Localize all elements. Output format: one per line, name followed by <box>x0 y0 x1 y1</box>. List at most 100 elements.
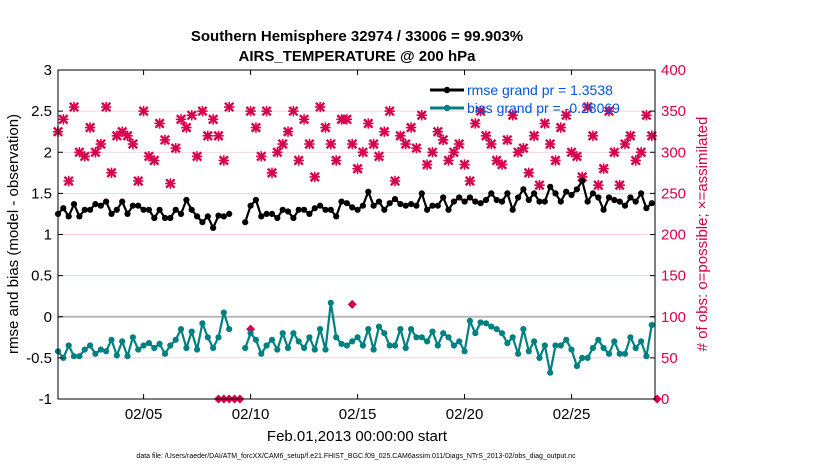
left-tick-label: 2 <box>44 144 52 161</box>
bias-data-point <box>391 342 399 349</box>
bias-data-point <box>413 334 420 341</box>
rmse-data-point <box>466 194 473 201</box>
rmse-data-point <box>284 208 292 215</box>
rmse-data-point <box>525 196 532 204</box>
obs-assimilated-marker <box>454 138 465 150</box>
obs-assimilated-marker <box>298 114 310 125</box>
bias-data-point <box>151 344 158 352</box>
bias-data-point <box>579 354 586 361</box>
bias-data-point <box>547 369 554 376</box>
bias-data-point <box>172 336 179 343</box>
bias-data-point <box>327 299 334 306</box>
obs-assimilated-marker <box>587 130 599 141</box>
rmse-data-point <box>188 206 195 213</box>
bias-data-point <box>279 330 286 337</box>
obs-assimilated-marker <box>250 122 262 133</box>
obs-assimilated-marker <box>443 155 454 166</box>
rmse-data-point <box>552 190 559 197</box>
obs-assimilated-marker <box>68 101 80 113</box>
rmse-data-point <box>210 224 217 231</box>
legend-rmse-marker <box>443 86 451 94</box>
obs-assimilated-marker <box>555 122 567 133</box>
obs-assimilated-marker <box>106 167 117 179</box>
legend-bias-marker <box>443 104 451 112</box>
bias-data-point <box>381 330 388 337</box>
rmse-data-point <box>135 202 142 209</box>
obs-assimilated-marker <box>282 126 294 137</box>
bias-data-point <box>119 338 126 345</box>
rmse-data-point <box>504 190 511 197</box>
rmse-data-point <box>349 204 356 211</box>
bias-data-point <box>552 342 559 349</box>
obs-assimilated-marker <box>149 155 160 166</box>
rmse-data-point <box>119 198 126 205</box>
bias-data-point <box>108 336 115 343</box>
obs-assimilated-marker <box>432 126 444 137</box>
bias-data-point <box>584 354 591 361</box>
bias-data-point <box>557 342 564 349</box>
bias-data-point <box>386 342 393 349</box>
rmse-data-point <box>621 202 629 209</box>
rmse-data-point <box>498 198 506 205</box>
bias-data-point <box>60 354 67 361</box>
obs-assimilated-marker <box>277 138 288 150</box>
rmse-data-point <box>183 196 190 204</box>
bias-data-point <box>488 323 495 330</box>
rmse-data-point <box>600 206 607 213</box>
rmse-data-point <box>488 190 495 197</box>
obs-assimilated-marker <box>95 138 106 150</box>
rmse-data-point <box>541 198 548 205</box>
rmse-data-point <box>589 190 597 197</box>
bias-data-point <box>632 344 639 352</box>
rmse-data-point <box>140 206 147 213</box>
bias-data-point <box>589 344 597 352</box>
bias-data-point <box>354 334 361 341</box>
bias-data-point <box>145 340 152 347</box>
rmse-data-point <box>359 202 366 209</box>
bias-data-point <box>648 321 655 329</box>
bias-data-point <box>226 326 233 333</box>
obs-assimilated-marker <box>405 122 417 133</box>
obs-assimilated-marker <box>197 105 208 117</box>
bias-data-point <box>621 350 629 357</box>
left-tick-label: 2.5 <box>31 103 52 120</box>
rmse-data-point <box>343 200 350 207</box>
bias-data-point <box>295 338 302 345</box>
bias-data-point <box>113 352 120 359</box>
bias-data-point <box>290 330 297 337</box>
rmse-data-point <box>520 186 527 193</box>
obs-assimilated-marker <box>357 147 369 158</box>
bias-data-point <box>563 336 570 343</box>
obs-assimilated-marker <box>100 101 112 113</box>
bias-data-point <box>520 326 527 333</box>
obs-assimilated-marker <box>619 138 631 150</box>
bias-data-point <box>456 338 463 345</box>
bias-data-point <box>418 334 425 341</box>
rmse-data-point <box>301 206 308 213</box>
left-tick-label: 0.5 <box>31 268 52 285</box>
bias-data-point <box>210 344 217 352</box>
x-tick-label: 02/10 <box>232 406 270 423</box>
rmse-data-point <box>220 213 227 220</box>
rmse-data-point <box>472 198 479 205</box>
rmse-data-point <box>338 198 345 205</box>
bias-data-point <box>343 342 350 349</box>
obs-assimilated-marker <box>181 122 192 133</box>
rmse-data-point <box>365 188 372 195</box>
left-tick-label: -1 <box>39 391 52 408</box>
bias-data-point <box>531 338 538 345</box>
obs-assimilated-marker <box>411 142 422 154</box>
y-axis-label-left: rmse and bias (model - observation) <box>5 114 22 354</box>
obs-assimilated-marker <box>159 134 171 146</box>
bias-data-point <box>515 350 522 357</box>
bias-data-point <box>199 320 206 327</box>
rmse-data-point <box>429 202 436 209</box>
rmse-data-point <box>579 177 586 185</box>
bias-data-point <box>536 354 543 361</box>
bias-data-point <box>616 350 623 357</box>
obs-assimilated-marker <box>213 130 224 141</box>
obs-assimilated-marker <box>352 163 363 174</box>
bias-data-point <box>611 338 618 345</box>
rmse-data-point <box>113 206 120 213</box>
rmse-data-point <box>124 210 131 217</box>
